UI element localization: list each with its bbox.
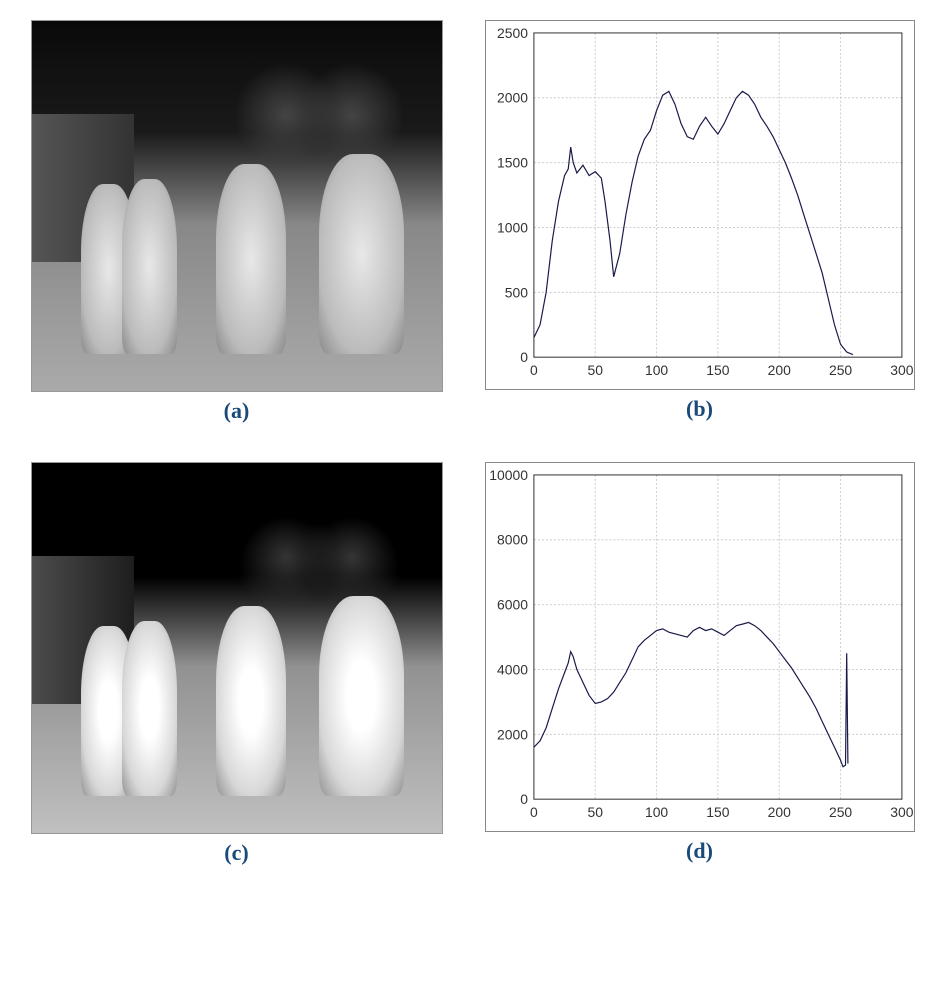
svg-text:150: 150 xyxy=(706,362,729,378)
svg-text:250: 250 xyxy=(828,362,851,378)
svg-text:0: 0 xyxy=(530,362,538,378)
person-2 xyxy=(122,179,177,354)
svg-text:6000: 6000 xyxy=(496,597,527,613)
svg-text:50: 50 xyxy=(587,804,603,820)
person-4 xyxy=(319,154,404,354)
caption-c: (c) xyxy=(224,840,248,866)
svg-text:2000: 2000 xyxy=(496,726,527,742)
svg-text:1500: 1500 xyxy=(496,155,527,171)
chart-b: 0 50 100 150 200 250 300 0 500 1000 1500 2000 2500 xyxy=(485,20,915,390)
figure-grid: (a) 050100150200250300050010001500200025… xyxy=(20,20,916,912)
svg-text:10000: 10000 xyxy=(489,467,528,483)
person-3 xyxy=(216,164,286,354)
svg-text:150: 150 xyxy=(706,804,729,820)
person-2-c xyxy=(122,621,177,796)
panel-a: (a) xyxy=(20,20,453,454)
svg-text:4000: 4000 xyxy=(496,661,527,677)
svg-text:300: 300 xyxy=(890,804,913,820)
person-4-c xyxy=(319,596,404,796)
thermal-image-c xyxy=(32,463,442,833)
svg-text:200: 200 xyxy=(767,362,790,378)
svg-text:2000: 2000 xyxy=(496,90,527,106)
caption-b: (b) xyxy=(686,396,713,422)
chart-b-svg: 0 50 100 150 200 250 300 0 500 1000 1500 2000 2500 xyxy=(486,21,914,389)
panel-d: 0 50 100 150 200 250 300 0 2000 4000 6000 8000 10000… xyxy=(483,462,916,896)
svg-text:0: 0 xyxy=(520,791,528,807)
svg-text:50: 50 xyxy=(587,362,603,378)
caption-a: (a) xyxy=(224,398,250,424)
image-a xyxy=(31,20,443,392)
svg-text:200: 200 xyxy=(767,804,790,820)
svg-text:500: 500 xyxy=(504,284,527,300)
svg-text:8000: 8000 xyxy=(496,532,527,548)
svg-text:100: 100 xyxy=(644,362,667,378)
svg-text:100: 100 xyxy=(644,804,667,820)
svg-text:0: 0 xyxy=(530,804,538,820)
svg-text:0: 0 xyxy=(520,349,528,365)
svg-text:250: 250 xyxy=(828,804,851,820)
thermal-image-a xyxy=(32,21,442,391)
chart-d-svg: 0 50 100 150 200 250 300 0 2000 4000 6000 8000 10000 xyxy=(486,463,914,831)
svg-text:300: 300 xyxy=(890,362,913,378)
image-c xyxy=(31,462,443,834)
svg-text:1000: 1000 xyxy=(496,219,527,235)
svg-text:2500: 2500 xyxy=(496,25,527,41)
person-3-c xyxy=(216,606,286,796)
panel-c: (c) xyxy=(20,462,453,896)
panel-b: 0 50 100 150 200 250 300 0 500 1000 1500 2000 2500 (… xyxy=(483,20,916,454)
caption-d: (d) xyxy=(686,838,713,864)
chart-d: 0 50 100 150 200 250 300 0 2000 4000 6000 8000 10000 xyxy=(485,462,915,832)
